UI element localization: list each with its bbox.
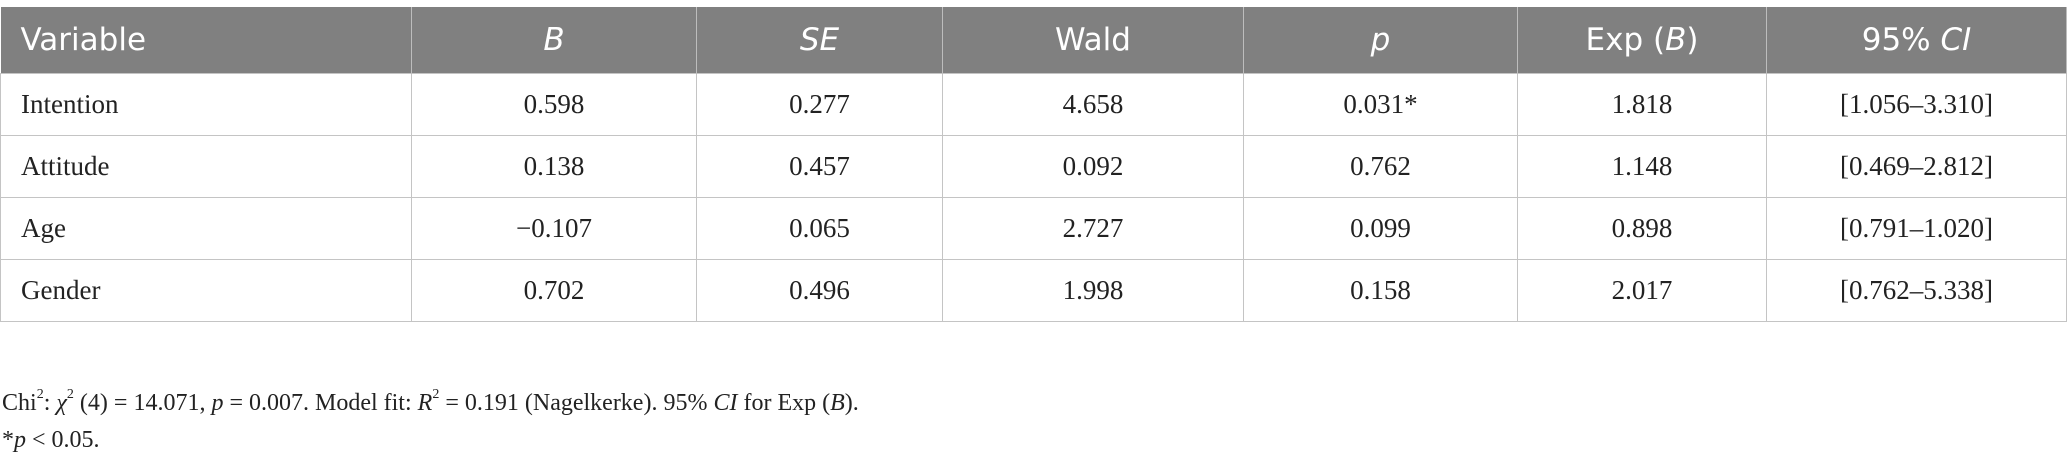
text-segment: 2 bbox=[36, 387, 44, 402]
table-row: Attitude 0.138 0.457 0.092 0.762 1.148 [0.469–… bbox=[0, 135, 2067, 198]
table-cell: 0.898 bbox=[1517, 197, 1767, 260]
text-segment: χ bbox=[56, 390, 67, 416]
table-cell: 1.148 bbox=[1517, 135, 1767, 198]
table-cell: 0.762 bbox=[1243, 135, 1518, 198]
note-line: *p < 0.05. bbox=[2, 422, 859, 459]
table-cell: [0.791–1.020] bbox=[1766, 197, 2067, 260]
text-segment: CI bbox=[1940, 22, 1972, 58]
text-segment: < 0.05. bbox=[26, 427, 100, 453]
text-segment: : bbox=[43, 390, 57, 416]
results-table: Variable B SE Wald p Exp (B) 95% CI Intention 0… bbox=[0, 7, 2067, 322]
text-segment: 2 bbox=[66, 387, 74, 402]
text-segment: (4) = 14.071, bbox=[73, 390, 212, 416]
text-segment: R bbox=[417, 390, 433, 416]
text-segment: p bbox=[211, 390, 224, 416]
table-row: Age −0.107 0.065 2.727 0.099 0.898 [0.791–1.02… bbox=[0, 197, 2067, 260]
table-cell: 0.457 bbox=[696, 135, 943, 198]
column-header: Exp (B) bbox=[1517, 7, 1767, 74]
text-segment: p bbox=[14, 427, 26, 453]
table-cell: [0.762–5.338] bbox=[1766, 259, 2067, 322]
text-segment: SE bbox=[799, 22, 840, 58]
table-row: Intention 0.598 0.277 4.658 0.031* 1.818 [1.05… bbox=[0, 73, 2067, 136]
table-cell: Age bbox=[0, 197, 412, 260]
table-cell: 0.496 bbox=[696, 259, 943, 322]
column-header: 95% CI bbox=[1766, 7, 2067, 74]
table-cell: 0.277 bbox=[696, 73, 943, 136]
text-segment: Variable bbox=[20, 22, 147, 58]
header-row: Variable B SE Wald p Exp (B) 95% CI bbox=[0, 7, 2067, 74]
table-cell: [1.056–3.310] bbox=[1766, 73, 2067, 136]
text-segment: p bbox=[1370, 22, 1391, 58]
text-segment: ). bbox=[844, 390, 859, 416]
column-header: B bbox=[411, 7, 697, 74]
table-cell: 0.065 bbox=[696, 197, 943, 260]
table-cell: 1.818 bbox=[1517, 73, 1767, 136]
text-segment: = 0.007. Model fit: bbox=[223, 390, 418, 416]
text-segment: B bbox=[830, 390, 845, 416]
column-header: Variable bbox=[0, 7, 412, 74]
text-segment: 95% bbox=[1861, 22, 1941, 58]
text-segment: ) bbox=[1686, 22, 1699, 58]
notes: Chi2: χ2 (4) = 14.071, p = 0.007. Model … bbox=[2, 385, 859, 459]
table-body: Intention 0.598 0.277 4.658 0.031* 1.818 [1.05… bbox=[0, 73, 2067, 322]
table-cell: 0.702 bbox=[411, 259, 697, 322]
text-segment: * bbox=[2, 427, 14, 453]
text-segment: Wald bbox=[1055, 22, 1131, 58]
table-cell: 2.017 bbox=[1517, 259, 1767, 322]
column-header: p bbox=[1243, 7, 1518, 74]
table-cell: 0.598 bbox=[411, 73, 697, 136]
text-segment: 2 bbox=[432, 387, 440, 402]
table-cell: Gender bbox=[0, 259, 412, 322]
table-cell: Intention bbox=[0, 73, 412, 136]
text-segment: Chi bbox=[2, 390, 37, 416]
note-line: Chi2: χ2 (4) = 14.071, p = 0.007. Model … bbox=[2, 385, 859, 422]
column-header: Wald bbox=[942, 7, 1244, 74]
table-row: Gender 0.702 0.496 1.998 0.158 2.017 [0.762–5.… bbox=[0, 259, 2067, 322]
text-segment: CI bbox=[713, 390, 738, 416]
table-cell: 0.031* bbox=[1243, 73, 1518, 136]
column-header: SE bbox=[696, 7, 943, 74]
table-cell: 0.158 bbox=[1243, 259, 1518, 322]
table-cell: 4.658 bbox=[942, 73, 1244, 136]
text-segment: B bbox=[543, 22, 565, 58]
table-cell: 0.092 bbox=[942, 135, 1244, 198]
text-segment: Exp ( bbox=[1585, 22, 1666, 58]
table-cell: Attitude bbox=[0, 135, 412, 198]
table-cell: −0.107 bbox=[411, 197, 697, 260]
table-cell: 2.727 bbox=[942, 197, 1244, 260]
table-cell: 0.099 bbox=[1243, 197, 1518, 260]
table-cell: 1.998 bbox=[942, 259, 1244, 322]
text-segment: for Exp ( bbox=[737, 390, 831, 416]
table-cell: [0.469–2.812] bbox=[1766, 135, 2067, 198]
text-segment: = 0.191 (Nagelkerke). 95% bbox=[439, 390, 714, 416]
table-cell: 0.138 bbox=[411, 135, 697, 198]
text-segment: B bbox=[1665, 22, 1687, 58]
